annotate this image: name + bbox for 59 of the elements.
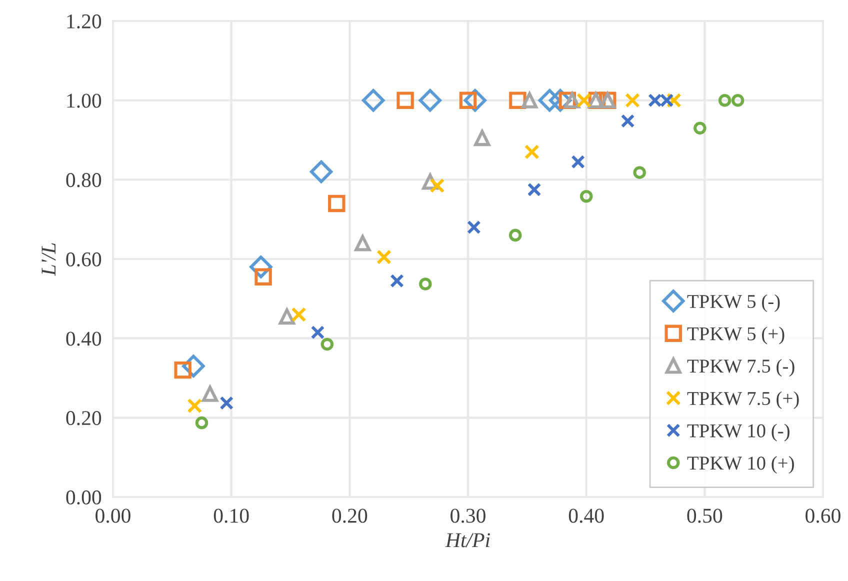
y-axis-title: L'/L [42, 243, 56, 276]
point [430, 178, 445, 194]
point [564, 92, 580, 108]
x-tick-label: 0.00 [96, 508, 130, 523]
point [187, 398, 202, 414]
legend-label: TPKW 10 (-) [687, 424, 790, 442]
x-tick-label: 0.10 [214, 508, 249, 523]
point [521, 92, 538, 108]
x-axis-title: Ht/Pi [445, 533, 490, 548]
point [620, 114, 635, 128]
y-tick-label: 0.80 [66, 173, 102, 188]
point [328, 194, 346, 212]
point [202, 386, 218, 402]
point [195, 416, 208, 430]
point [731, 94, 744, 107]
point [524, 144, 540, 160]
point [291, 307, 306, 322]
point [508, 228, 522, 242]
legend-label: TPKW 7.5 (-) [687, 359, 794, 377]
y-tick-label: 0.00 [66, 490, 102, 505]
y-tick-label: 1.20 [67, 14, 102, 29]
point [220, 396, 234, 410]
y-tick-label: 0.60 [66, 252, 102, 267]
point [576, 92, 592, 108]
point [174, 361, 192, 379]
point [538, 88, 561, 112]
point [418, 88, 442, 112]
point [254, 268, 272, 286]
legend-label: TPKW 5 (-) [687, 294, 780, 312]
point [718, 94, 732, 107]
point [419, 278, 432, 290]
point [310, 325, 325, 340]
point [362, 88, 385, 112]
point [354, 235, 371, 252]
point [396, 92, 414, 109]
point [571, 154, 585, 169]
x-tick-label: 0.50 [687, 508, 722, 523]
legend-label: TPKW 7.5 (+) [687, 391, 799, 409]
point [580, 190, 593, 203]
point [320, 338, 334, 351]
x-tick-label: 0.40 [568, 508, 604, 523]
legend-label: TPKW 5 (+) [687, 326, 784, 344]
point [376, 250, 392, 265]
legend-label: TPKW 10 (+) [687, 456, 794, 474]
point [694, 122, 706, 134]
point [278, 308, 296, 325]
point [633, 166, 646, 179]
x-tick-label: 0.20 [332, 508, 368, 523]
point [390, 274, 404, 288]
point [310, 160, 333, 184]
point [474, 130, 490, 146]
x-tick-label: 0.60 [806, 508, 840, 523]
y-tick-label: 0.40 [66, 332, 102, 346]
y-tick-label: 0.20 [66, 411, 102, 426]
point [527, 182, 542, 197]
point [466, 220, 481, 234]
y-tick-label: 1.00 [67, 94, 102, 108]
point [624, 92, 640, 108]
x-tick-label: 0.30 [450, 508, 486, 523]
